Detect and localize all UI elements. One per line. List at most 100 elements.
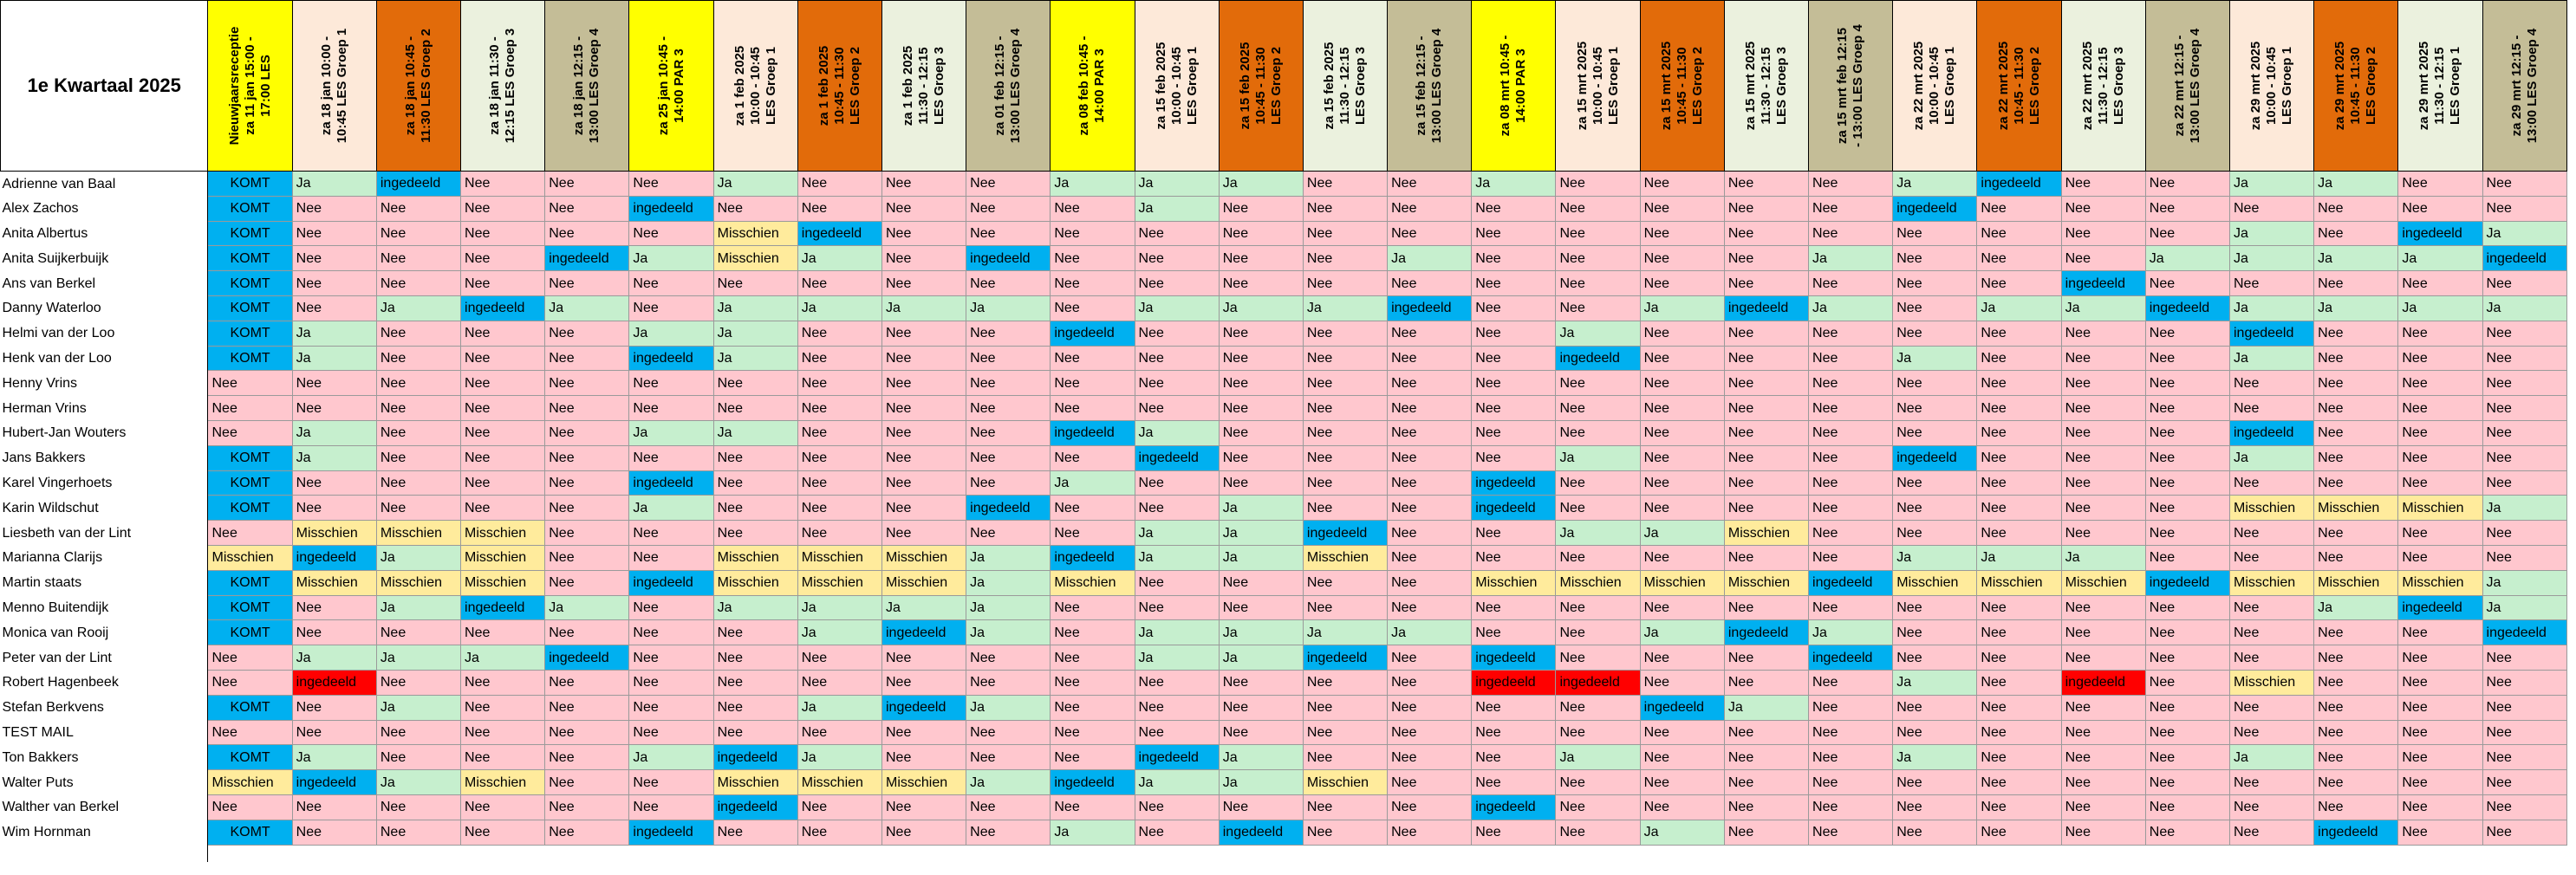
availability-cell[interactable]: Nee: [797, 345, 882, 372]
availability-cell[interactable]: KOMT: [207, 295, 293, 321]
availability-cell[interactable]: Nee: [1808, 370, 1894, 397]
availability-cell[interactable]: Nee: [881, 370, 967, 397]
availability-cell[interactable]: Nee: [1808, 794, 1894, 820]
availability-cell[interactable]: Nee: [1555, 769, 1641, 795]
availability-cell[interactable]: Nee: [1723, 769, 1810, 795]
availability-cell[interactable]: Nee: [1302, 495, 1389, 522]
availability-cell[interactable]: Ja: [1134, 195, 1220, 222]
column-header-19[interactable]: za 15 mrt 2025 11:30 - 12:15 LES Groep 3: [1723, 0, 1810, 172]
availability-cell[interactable]: Nee: [1555, 195, 1641, 222]
availability-cell[interactable]: Nee: [1471, 769, 1557, 795]
availability-cell[interactable]: Nee: [628, 645, 714, 671]
availability-cell[interactable]: Ja: [1976, 544, 2062, 571]
availability-cell[interactable]: Nee: [2060, 320, 2146, 347]
availability-cell[interactable]: Nee: [1976, 495, 2062, 522]
availability-cell[interactable]: Misschien: [881, 544, 967, 571]
availability-cell[interactable]: Nee: [1302, 345, 1389, 372]
availability-cell[interactable]: Nee: [1808, 495, 1894, 522]
availability-cell[interactable]: Nee: [881, 819, 967, 846]
availability-cell[interactable]: Ja: [2482, 569, 2568, 596]
availability-cell[interactable]: Nee: [1471, 694, 1557, 721]
empty-cell[interactable]: [2314, 845, 2398, 862]
column-header-17[interactable]: za 15 mrt 2025 10:00 - 10:45 LES Groep 1: [1555, 0, 1641, 172]
availability-cell[interactable]: Nee: [1892, 245, 1978, 272]
availability-cell[interactable]: Nee: [460, 270, 546, 296]
availability-cell[interactable]: Nee: [628, 794, 714, 820]
availability-cell[interactable]: Nee: [1302, 245, 1389, 272]
availability-cell[interactable]: Nee: [1976, 195, 2062, 222]
availability-cell[interactable]: ingedeeld: [1723, 295, 1810, 321]
availability-cell[interactable]: Nee: [460, 694, 546, 721]
availability-cell[interactable]: Nee: [1218, 719, 1304, 746]
availability-cell[interactable]: Nee: [1892, 370, 1978, 397]
availability-cell[interactable]: Nee: [2397, 819, 2483, 846]
availability-cell[interactable]: Nee: [460, 395, 546, 421]
availability-cell[interactable]: Nee: [712, 719, 798, 746]
availability-cell[interactable]: Ja: [2482, 295, 2568, 321]
column-header-28[interactable]: za 29 mrt 12:15 -13:00 LES Groep 4: [2482, 0, 2568, 172]
availability-cell[interactable]: Nee: [2313, 320, 2399, 347]
column-header-18[interactable]: za 15 mrt 2025 10:45 - 11:30 LES Groep 2: [1639, 0, 1725, 172]
availability-cell[interactable]: Nee: [1050, 345, 1135, 372]
availability-cell[interactable]: Ja: [1892, 669, 1978, 696]
availability-cell[interactable]: KOMT: [207, 270, 293, 296]
availability-cell[interactable]: Nee: [2397, 794, 2483, 820]
column-header-26[interactable]: za 29 mrt 2025 10:45 - 11:30 LES Groep 2: [2313, 0, 2399, 172]
availability-cell[interactable]: Nee: [2313, 794, 2399, 820]
availability-cell[interactable]: Nee: [2228, 794, 2315, 820]
availability-cell[interactable]: Nee: [375, 719, 462, 746]
availability-cell[interactable]: Nee: [1134, 694, 1220, 721]
availability-cell[interactable]: Nee: [2397, 270, 2483, 296]
availability-cell[interactable]: Nee: [544, 744, 630, 771]
availability-cell[interactable]: Nee: [2397, 320, 2483, 347]
availability-cell[interactable]: Nee: [1892, 594, 1978, 621]
availability-cell[interactable]: Nee: [2228, 769, 2315, 795]
availability-cell[interactable]: Nee: [1134, 245, 1220, 272]
availability-cell[interactable]: ingedeeld: [1050, 769, 1135, 795]
column-header-23[interactable]: za 22 mrt 2025 11:30 - 12:15 LES Groep 3: [2060, 0, 2146, 172]
availability-cell[interactable]: Ja: [1555, 744, 1641, 771]
availability-cell[interactable]: Ja: [375, 769, 462, 795]
availability-cell[interactable]: Ja: [797, 295, 882, 321]
empty-cell[interactable]: [1556, 845, 1640, 862]
availability-cell[interactable]: Nee: [375, 195, 462, 222]
availability-cell[interactable]: Misschien: [881, 569, 967, 596]
availability-cell[interactable]: Nee: [2228, 594, 2315, 621]
availability-cell[interactable]: Nee: [1387, 694, 1473, 721]
availability-cell[interactable]: Ja: [712, 295, 798, 321]
availability-cell[interactable]: Ja: [1302, 619, 1389, 646]
member-name-cell[interactable]: Ton Bakkers: [0, 744, 209, 770]
availability-cell[interactable]: Ja: [966, 594, 1051, 621]
availability-cell[interactable]: Ja: [291, 345, 377, 372]
availability-cell[interactable]: KOMT: [207, 569, 293, 596]
empty-cell[interactable]: [1893, 845, 1977, 862]
availability-cell[interactable]: Misschien: [375, 569, 462, 596]
availability-cell[interactable]: Ja: [1808, 245, 1894, 272]
availability-cell[interactable]: Ja: [1892, 171, 1978, 197]
availability-cell[interactable]: Nee: [1302, 195, 1389, 222]
empty-cell[interactable]: [2145, 845, 2229, 862]
availability-cell[interactable]: Nee: [2144, 769, 2230, 795]
availability-cell[interactable]: Nee: [1134, 819, 1220, 846]
availability-cell[interactable]: ingedeeld: [1050, 544, 1135, 571]
availability-cell[interactable]: Nee: [1639, 744, 1725, 771]
availability-cell[interactable]: Misschien: [797, 569, 882, 596]
availability-cell[interactable]: Nee: [1471, 195, 1557, 222]
member-name-cell[interactable]: Menno Buitendijk: [0, 595, 209, 620]
availability-cell[interactable]: Ja: [1218, 544, 1304, 571]
availability-cell[interactable]: Nee: [1471, 295, 1557, 321]
availability-cell[interactable]: Nee: [1302, 220, 1389, 247]
availability-cell[interactable]: Nee: [966, 444, 1051, 471]
availability-cell[interactable]: Nee: [2482, 195, 2568, 222]
availability-cell[interactable]: Nee: [460, 819, 546, 846]
availability-cell[interactable]: ingedeeld: [1218, 819, 1304, 846]
availability-cell[interactable]: Nee: [1808, 694, 1894, 721]
availability-cell[interactable]: KOMT: [207, 195, 293, 222]
availability-cell[interactable]: Ja: [966, 769, 1051, 795]
availability-cell[interactable]: Nee: [2482, 794, 2568, 820]
availability-cell[interactable]: ingedeeld: [291, 544, 377, 571]
availability-cell[interactable]: Nee: [712, 370, 798, 397]
availability-cell[interactable]: Ja: [2313, 171, 2399, 197]
availability-cell[interactable]: Ja: [375, 694, 462, 721]
availability-cell[interactable]: Ja: [1892, 544, 1978, 571]
